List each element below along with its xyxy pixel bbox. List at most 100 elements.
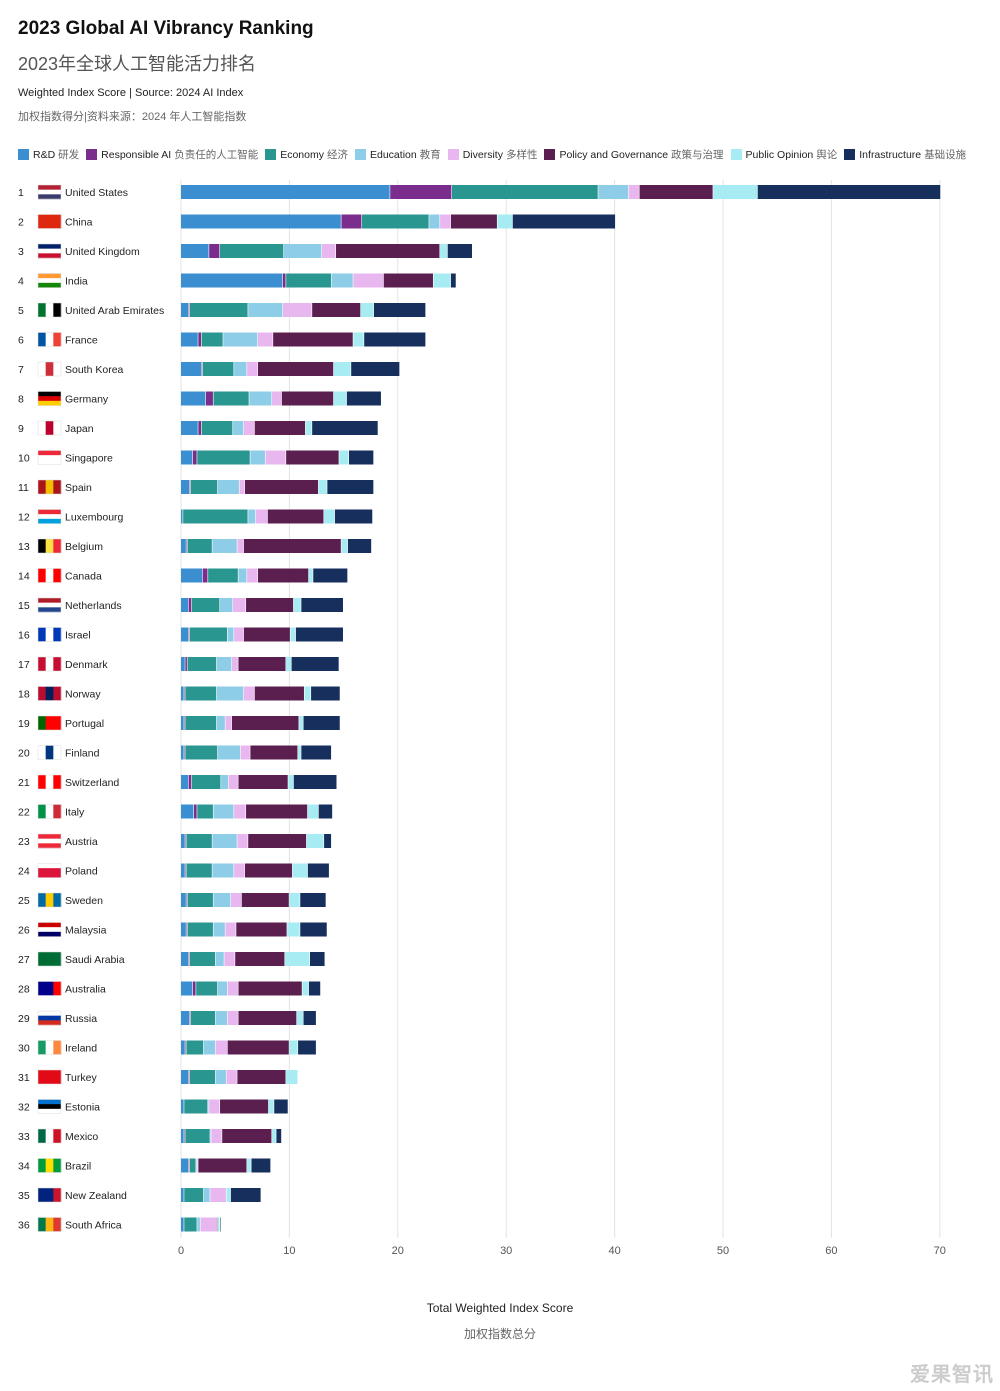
bar-segment bbox=[212, 834, 237, 848]
legend-swatch bbox=[86, 149, 98, 160]
rank-label: 19 bbox=[18, 718, 30, 730]
flag-icon bbox=[37, 1158, 62, 1173]
bar-segment bbox=[212, 539, 237, 553]
bar-segment bbox=[189, 1070, 216, 1084]
bar-segment bbox=[713, 185, 758, 199]
x-tick-label: 0 bbox=[178, 1245, 184, 1257]
chart-legend: R&D 研发 Responsible AI 负责任的人工智能 Economy 经济 Educ… bbox=[18, 147, 993, 162]
country-label: Austria bbox=[65, 836, 98, 848]
bar-segment bbox=[185, 1129, 210, 1143]
bar-segment bbox=[298, 1040, 316, 1055]
bar-segment bbox=[211, 1129, 222, 1143]
flag-icon bbox=[37, 1128, 62, 1144]
bar-segment bbox=[189, 303, 248, 317]
flag-icon bbox=[37, 420, 62, 436]
bar-segment bbox=[339, 450, 349, 465]
rank-label: 13 bbox=[18, 541, 30, 553]
country-label: Portugal bbox=[65, 718, 104, 730]
bar-segment bbox=[292, 863, 308, 878]
flag-icon bbox=[37, 332, 62, 347]
bar-segment bbox=[184, 1217, 197, 1232]
bar-segment bbox=[181, 598, 188, 612]
legend-label-zh: 教育 bbox=[419, 149, 441, 161]
country-label: Mexico bbox=[65, 1131, 98, 1143]
bar-segment bbox=[181, 1188, 184, 1202]
rank-label: 30 bbox=[18, 1043, 30, 1055]
country-label: United Arab Emirates bbox=[65, 305, 164, 317]
bar-segment bbox=[327, 480, 374, 494]
bar-segment bbox=[216, 686, 244, 701]
bar-segment bbox=[300, 922, 327, 937]
bar-segment bbox=[181, 745, 184, 760]
bar-segment bbox=[210, 1188, 226, 1202]
country-label: Switzerland bbox=[65, 777, 119, 789]
legend-label-zh: 研发 bbox=[58, 149, 80, 161]
bar-segment bbox=[324, 509, 335, 524]
bar-segment bbox=[303, 1011, 316, 1025]
bar-segment bbox=[185, 716, 217, 730]
legend-label: Responsible AI bbox=[101, 148, 172, 161]
bar-segment bbox=[312, 303, 361, 317]
flag-icon bbox=[37, 1187, 62, 1203]
legend-item: Education 教育 bbox=[355, 147, 441, 162]
bar-segment bbox=[234, 863, 245, 878]
bar-segment bbox=[341, 539, 348, 553]
bar-segment bbox=[220, 598, 233, 612]
bar-segment bbox=[217, 981, 228, 996]
flag-icon bbox=[37, 1099, 62, 1114]
chart-subtitle: 2023年全球人工智能活力排名 bbox=[18, 54, 257, 74]
country-label: Denmark bbox=[65, 659, 108, 671]
flag-icon bbox=[37, 243, 62, 259]
country-label: Germany bbox=[65, 394, 109, 406]
country-label: Estonia bbox=[65, 1102, 100, 1114]
legend-label: Education bbox=[370, 148, 417, 161]
bar-segment bbox=[304, 686, 311, 701]
bar-segment bbox=[181, 834, 185, 848]
bar-segment bbox=[757, 185, 941, 199]
bar-segment bbox=[201, 421, 233, 435]
bar-segment bbox=[238, 1011, 297, 1025]
bar-segment bbox=[289, 893, 300, 907]
bar-segment bbox=[181, 332, 198, 347]
bar-segment bbox=[181, 421, 198, 435]
bar-segment bbox=[311, 686, 340, 701]
bar-segment bbox=[192, 981, 196, 996]
rank-label: 33 bbox=[18, 1131, 30, 1143]
bar-segment bbox=[267, 509, 324, 524]
flag-icon bbox=[37, 1040, 62, 1055]
bar-segment bbox=[234, 804, 246, 819]
bar-segment bbox=[198, 421, 201, 435]
x-tick-label: 40 bbox=[608, 1245, 620, 1257]
bar-segment bbox=[433, 273, 451, 288]
country-label: Russia bbox=[65, 1013, 97, 1025]
bar-segment bbox=[312, 421, 378, 435]
bar-segment bbox=[440, 214, 451, 229]
source-note-en: Weighted Index Score | Source: 2024 AI I… bbox=[18, 87, 244, 99]
legend-label-zh: 负责任的人工智能 bbox=[174, 149, 259, 161]
bar-segment bbox=[306, 834, 324, 848]
flag-icon bbox=[37, 1010, 62, 1026]
legend-label-zh: 多样性 bbox=[505, 149, 538, 161]
bar-segment bbox=[268, 1099, 274, 1114]
bar-segment bbox=[272, 1129, 276, 1143]
bar-segment bbox=[202, 568, 208, 583]
rank-label: 14 bbox=[18, 571, 30, 583]
bar-segment bbox=[300, 893, 326, 907]
legend-item: Economy 经济 bbox=[265, 147, 348, 162]
bar-segment bbox=[353, 332, 364, 347]
flag-icon bbox=[37, 450, 62, 465]
bar-segment bbox=[333, 362, 351, 376]
rank-label: 24 bbox=[18, 866, 30, 878]
flag-icon bbox=[37, 597, 62, 613]
legend-swatch bbox=[730, 149, 742, 160]
bar-segment bbox=[213, 893, 231, 907]
bar-segment bbox=[447, 244, 472, 258]
flag-icon bbox=[37, 391, 62, 406]
flag-icon bbox=[37, 922, 62, 937]
bar-segment bbox=[181, 273, 283, 288]
rank-label: 21 bbox=[18, 777, 30, 789]
legend-item: Public Opinion 舆论 bbox=[730, 147, 837, 162]
bar-segment bbox=[181, 1129, 184, 1143]
bar-segment bbox=[244, 480, 319, 494]
bar-segment bbox=[236, 922, 287, 937]
